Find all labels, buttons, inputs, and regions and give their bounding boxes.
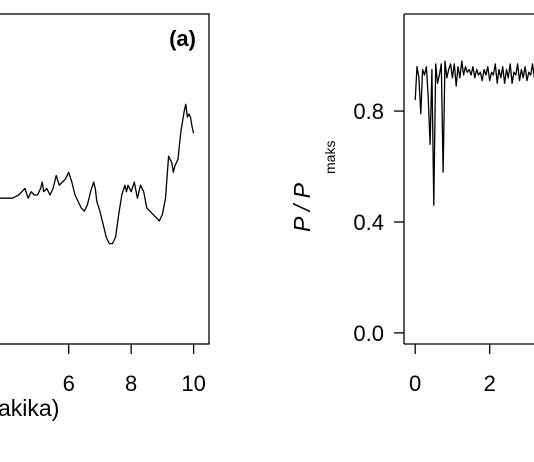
panel-b-axis-ticks: 0.0 0.4 0.8 0 2 <box>353 99 495 396</box>
panel-b-y-axis-label: P / P <box>289 182 315 232</box>
panel-a-x-tick-label: 6 <box>63 371 75 396</box>
panel-b-y-tick-label: 0.4 <box>353 210 384 235</box>
panel-b-x-tick-label: 2 <box>484 371 496 396</box>
panel-a-x-tick-label: 10 <box>181 371 205 396</box>
panel-b-y-axis-label-group: P / P maks <box>289 141 338 232</box>
panel-a-x-ticks: 6 8 10 <box>63 344 206 396</box>
panel-a-frame <box>0 13 210 345</box>
panel-a-series-line <box>0 103 195 245</box>
panel-b-x-tick-label: 0 <box>409 371 421 396</box>
panel-b-chart: 0.0 0.4 0.8 0 2 P / P maks <box>289 13 534 396</box>
panel-a-label: (a) <box>169 26 196 51</box>
panel-b-series-line <box>414 60 534 206</box>
panel-b-y-axis-label-subscript: maks <box>322 141 338 174</box>
panel-a-chart: 6 8 10 (a) akika) <box>0 13 210 421</box>
panel-a-x-tick-label: 8 <box>125 371 137 396</box>
panel-a-x-axis-label: akika) <box>0 395 59 421</box>
panel-b-y-tick-label: 0.8 <box>353 99 384 124</box>
panel-b-y-tick-label: 0.0 <box>353 321 384 346</box>
